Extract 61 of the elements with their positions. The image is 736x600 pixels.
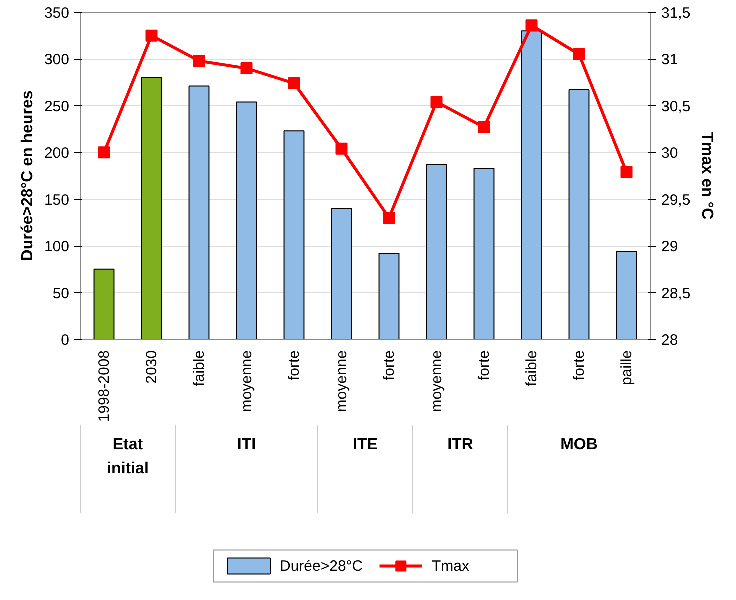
point (240, 62, 253, 75)
y2-tick-label: 31,5 (662, 5, 691, 22)
y2-axis-title: Tmax en °C (698, 132, 716, 220)
x-tick-label: forte (286, 350, 303, 381)
x-tick-label: 2030 (143, 350, 160, 384)
bar (236, 102, 258, 340)
bar (616, 251, 638, 340)
y2-tick-label: 28 (662, 332, 678, 349)
bar (521, 30, 542, 340)
y-tick-label: 50 (52, 285, 70, 302)
x-tick-label: moyenne (333, 350, 350, 412)
bar (94, 268, 115, 340)
legend-label: Durée>28°C (280, 558, 364, 575)
x-tick-label: moyenne (428, 350, 446, 412)
y2-tick-label: 28,5 (662, 285, 691, 302)
y2-tick-label: 31 (662, 52, 678, 69)
bar (474, 168, 495, 340)
point (383, 212, 396, 224)
bar (568, 90, 590, 340)
bar (426, 164, 448, 340)
y-tick-label: 300 (44, 52, 70, 69)
text: ITE (353, 436, 378, 454)
bar (331, 208, 352, 340)
x-tick-label: faible (523, 350, 540, 386)
y-tick-label: 350 (44, 5, 70, 22)
x-tick-label: paille (618, 350, 636, 386)
point (573, 48, 586, 61)
x-tick-label: 1998-2008 (96, 350, 113, 422)
point (288, 78, 300, 90)
bar (188, 86, 210, 340)
point (430, 96, 443, 108)
text: Etat initial (107, 436, 149, 478)
y2-tick-label: 30,5 (662, 98, 691, 116)
y-tick-label: 0 (61, 332, 70, 349)
bar (378, 253, 400, 340)
point (478, 121, 490, 134)
x-tick-label: faible (190, 350, 208, 386)
point (193, 55, 206, 68)
y-tick-label: 150 (44, 192, 70, 209)
x-tick-label: forte (570, 350, 588, 381)
text: ITR (448, 436, 474, 454)
y-tick-label: 100 (44, 238, 70, 256)
x-tick-label: moyenne (238, 350, 256, 412)
point (146, 30, 158, 42)
y2-tick-label: 30 (662, 145, 678, 162)
point (98, 146, 110, 159)
legend-label: Tmax (432, 558, 470, 575)
bar (284, 130, 305, 340)
y2-tick-label: 29 (662, 238, 678, 256)
x-tick-label: forte (380, 350, 398, 381)
y2-tick-label: 29,5 (662, 192, 691, 209)
text: MOB (560, 436, 598, 454)
y-tick-label: 200 (44, 145, 70, 162)
y-axis-title: Durée>28°C en heures (19, 90, 36, 262)
bar (141, 77, 162, 340)
point (526, 20, 538, 32)
point (336, 142, 348, 155)
text: ITI (237, 436, 256, 454)
x-tick-label: forte (476, 350, 493, 381)
y-tick-label: 250 (44, 98, 70, 116)
point (620, 166, 633, 178)
